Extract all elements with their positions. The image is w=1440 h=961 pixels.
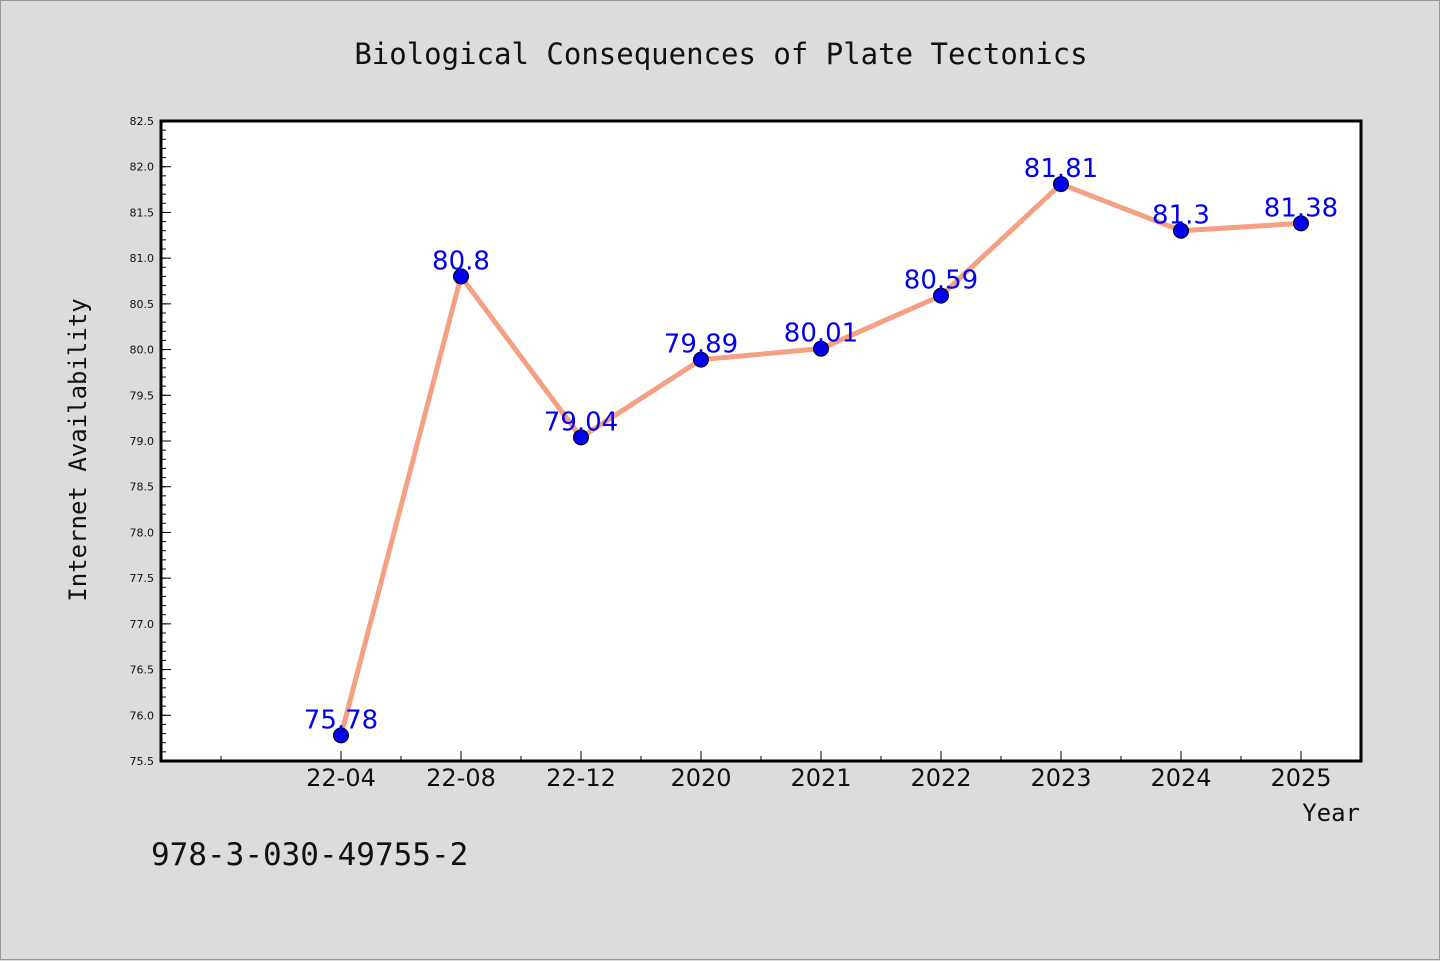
y-tick-label: 76.5 <box>130 664 155 677</box>
data-point <box>1293 215 1309 232</box>
x-tick-label: 2024 <box>1150 764 1211 792</box>
data-point <box>333 727 349 744</box>
y-tick-label: 76.0 <box>130 709 155 722</box>
chart-marks: 75.5 76.0 76.5 77.0 77.5 78.0 78.5 79.0 79.5 80.0… <box>130 115 1362 792</box>
x-tick-label: 2023 <box>1030 764 1091 792</box>
data-label: 80.8 <box>432 246 490 276</box>
x-tick-label: 22-04 <box>306 764 376 792</box>
y-tick-label: 81.0 <box>130 252 155 265</box>
y-tick-label: 81.5 <box>130 206 155 219</box>
x-tick-label: 22-12 <box>546 764 616 792</box>
data-label: 80.01 <box>784 319 858 349</box>
y-tick-label: 79.0 <box>130 435 155 448</box>
data-point <box>813 340 829 357</box>
y-tick-label: 75.5 <box>130 755 155 768</box>
data-label: 80.59 <box>904 266 978 296</box>
data-point <box>933 287 949 304</box>
y-tick-label: 77.0 <box>130 618 155 631</box>
data-point <box>1053 176 1069 193</box>
y-axis-label: Internet Availability <box>64 298 92 601</box>
data-point <box>573 429 589 446</box>
data-point <box>1173 222 1189 239</box>
data-label: 81.38 <box>1264 193 1338 223</box>
y-tick-label: 82.0 <box>130 161 155 174</box>
data-point <box>693 351 709 368</box>
y-tick-label: 79.5 <box>130 389 155 402</box>
data-label: 79.04 <box>544 407 618 437</box>
y-tick-label: 80.5 <box>130 298 155 311</box>
chart-title: Biological Consequences of Plate Tectoni… <box>354 37 1087 71</box>
x-tick-label: 22-08 <box>426 764 496 792</box>
x-axis-label: Year <box>1302 799 1360 827</box>
data-label: 81.81 <box>1024 154 1098 184</box>
x-tick-label: 2021 <box>790 764 851 792</box>
footer-code: 978-3-030-49755-2 <box>151 837 468 873</box>
y-tick-label: 78.5 <box>130 481 155 494</box>
y-tick-label: 78.0 <box>130 526 155 539</box>
x-tick-label: 2025 <box>1270 764 1331 792</box>
data-label: 75.78 <box>304 705 378 735</box>
y-tick-label: 80.0 <box>130 344 155 357</box>
data-point <box>453 268 469 285</box>
data-label: 79.89 <box>664 330 738 360</box>
data-label: 81.3 <box>1152 201 1210 231</box>
x-tick-label: 2020 <box>670 764 731 792</box>
y-tick-label: 82.5 <box>130 115 155 128</box>
y-tick-label: 77.5 <box>130 572 155 585</box>
x-tick-label: 2022 <box>910 764 971 792</box>
